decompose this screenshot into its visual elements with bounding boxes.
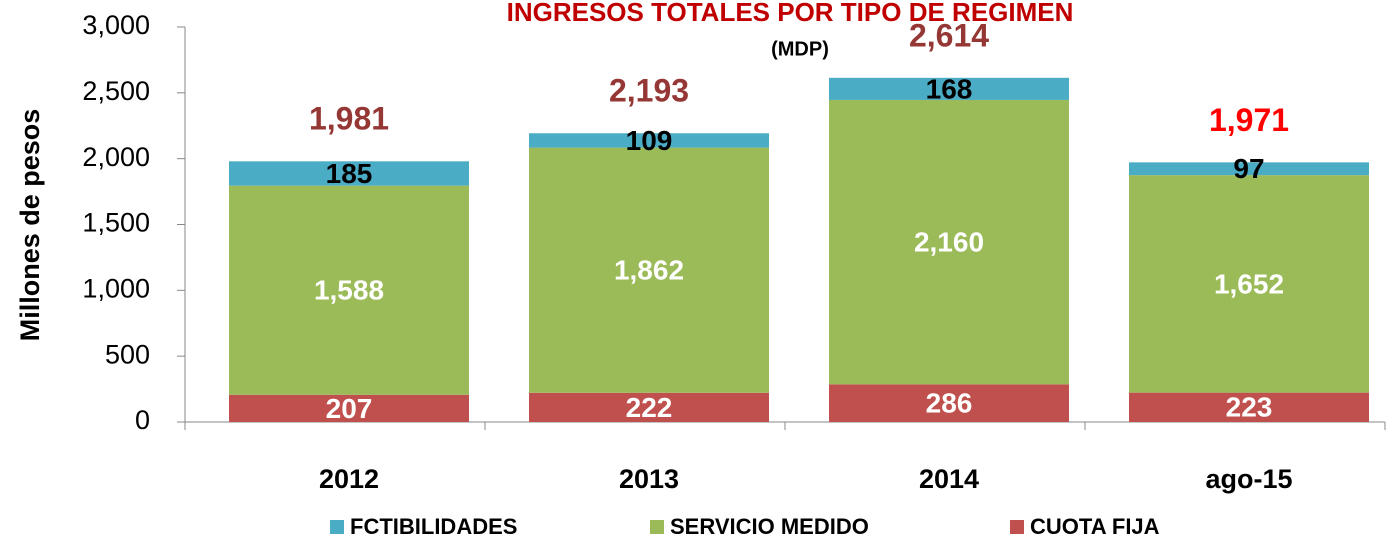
legend-swatch bbox=[1010, 520, 1024, 534]
legend-swatch bbox=[650, 520, 664, 534]
bar-segment bbox=[229, 161, 469, 186]
data-label: 1,862 bbox=[614, 255, 684, 286]
data-label: 185 bbox=[326, 158, 373, 189]
total-label: 1,971 bbox=[1209, 102, 1289, 138]
bar-segment bbox=[529, 392, 769, 422]
bar-segment bbox=[529, 133, 769, 148]
x-tick-label: ago-15 bbox=[1205, 464, 1292, 494]
y-tick-label: 3,000 bbox=[82, 10, 150, 40]
bar-segment bbox=[1129, 162, 1369, 176]
total-label: 1,981 bbox=[309, 101, 389, 137]
bar-segment bbox=[229, 185, 469, 395]
data-label: 1,588 bbox=[314, 275, 384, 306]
chart-subtitle: (MDP) bbox=[771, 38, 829, 60]
y-tick-label: 1,000 bbox=[82, 273, 150, 303]
data-label: 223 bbox=[1226, 392, 1273, 423]
data-label: 207 bbox=[326, 393, 373, 424]
chart-title: INGRESOS TOTALES POR TIPO DE REGIMEN bbox=[507, 0, 1074, 27]
x-tick-label: 2012 bbox=[319, 464, 379, 494]
y-tick-label: 2,000 bbox=[82, 142, 150, 172]
bar-segment bbox=[229, 394, 469, 422]
data-label: 168 bbox=[926, 73, 973, 104]
bar-segment bbox=[529, 147, 769, 393]
bar-segment bbox=[1129, 392, 1369, 422]
bar-segment bbox=[829, 99, 1069, 385]
y-tick-label: 1,500 bbox=[82, 208, 150, 238]
y-tick-label: 2,500 bbox=[82, 76, 150, 106]
x-tick-label: 2014 bbox=[919, 464, 979, 494]
total-label: 2,614 bbox=[909, 17, 989, 53]
data-label: 1,652 bbox=[1214, 268, 1284, 299]
x-tick-label: 2013 bbox=[619, 464, 679, 494]
bar-segment bbox=[829, 384, 1069, 422]
y-tick-label: 0 bbox=[135, 405, 150, 435]
data-label: 2,160 bbox=[914, 227, 984, 258]
bar-segment bbox=[829, 77, 1069, 100]
bar-segment bbox=[1129, 175, 1369, 393]
total-label: 2,193 bbox=[609, 73, 689, 109]
data-label: 286 bbox=[926, 388, 973, 419]
y-tick-label: 500 bbox=[105, 339, 150, 369]
legend-swatch bbox=[330, 520, 344, 534]
y-axis-label: Millones de pesos bbox=[15, 109, 45, 342]
data-label: 97 bbox=[1233, 153, 1264, 184]
legend-label: CUOTA FIJA bbox=[1030, 514, 1160, 539]
legend-label: SERVICIO MEDIDO bbox=[670, 514, 869, 539]
data-label: 222 bbox=[626, 392, 673, 423]
legend-label: FCTIBILIDADES bbox=[350, 514, 517, 539]
data-label: 109 bbox=[626, 125, 673, 156]
